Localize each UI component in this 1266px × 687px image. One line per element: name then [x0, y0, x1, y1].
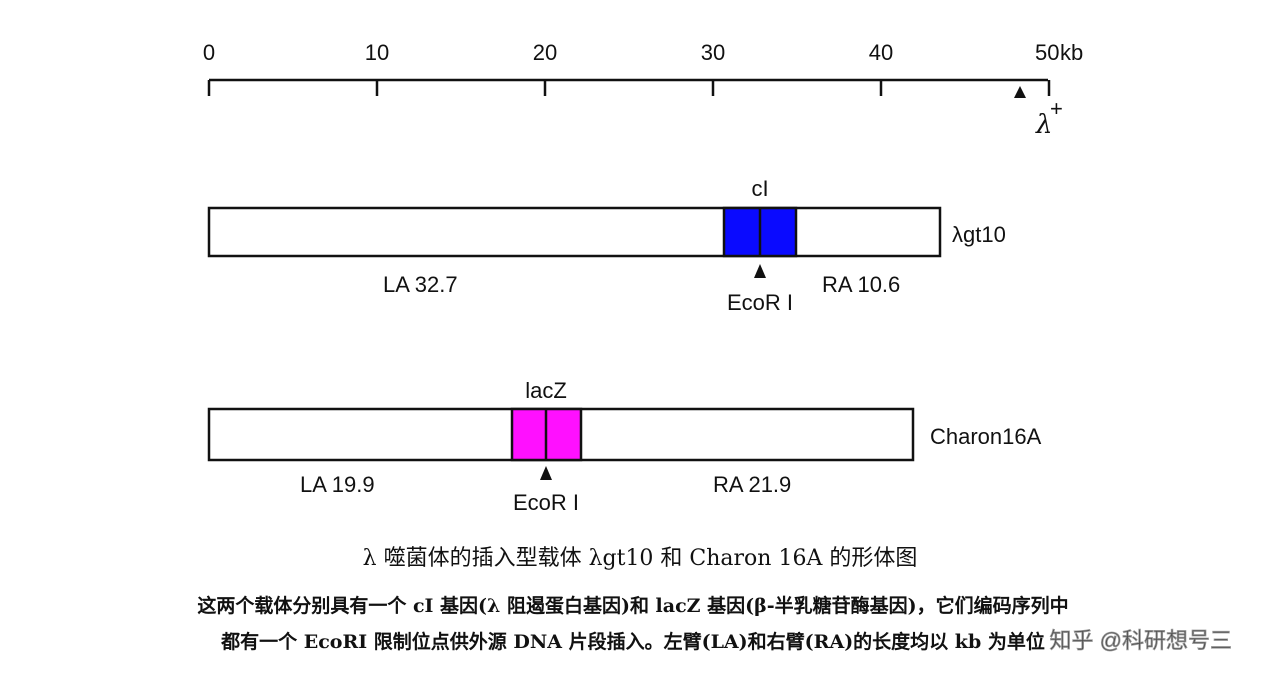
vector-name: λgt10 [952, 222, 1006, 247]
marker-sup: + [1050, 96, 1063, 121]
scale-label: 50 [1035, 40, 1059, 65]
scale-label: 20 [533, 40, 557, 65]
vector-bar [207, 206, 942, 258]
gene-label: cI [751, 176, 768, 201]
right-arm: RA 21.9 [713, 472, 791, 497]
scale-ticks: 0 10 20 30 40 50 [203, 40, 1059, 96]
scale-unit: kb [1060, 40, 1083, 65]
left-arm: LA 32.7 [383, 272, 458, 297]
description-line: 这两个载体分别具有一个 cI 基因(λ 阻遏蛋白基因)和 lacZ 基因(β-半… [197, 594, 1068, 617]
site-label: EcoR I [727, 290, 793, 315]
gene-label: lacZ [525, 378, 567, 403]
description-line: 都有一个 EcoRI 限制位点供外源 DNA 片段插入。左臂(LA)和右臂(RA… [220, 630, 1045, 653]
vector-name: Charon16A [930, 424, 1042, 449]
marker-symbol: λ [1035, 110, 1052, 140]
watermark: 知乎 @科研想号三 [1050, 628, 1232, 653]
left-arm: LA 19.9 [300, 472, 375, 497]
site-arrow [754, 264, 766, 278]
site-label: EcoR I [513, 490, 579, 515]
scale-label: 10 [365, 40, 389, 65]
site-arrow [540, 466, 552, 480]
scale-label: 0 [203, 40, 215, 65]
caption: λ 噬菌体的插入型载体 λgt10 和 Charon 16A 的形体图 [363, 546, 918, 571]
scale-label: 40 [869, 40, 893, 65]
scale-label: 30 [701, 40, 725, 65]
right-arm: RA 10.6 [822, 272, 900, 297]
marker-arrow [1014, 86, 1026, 98]
